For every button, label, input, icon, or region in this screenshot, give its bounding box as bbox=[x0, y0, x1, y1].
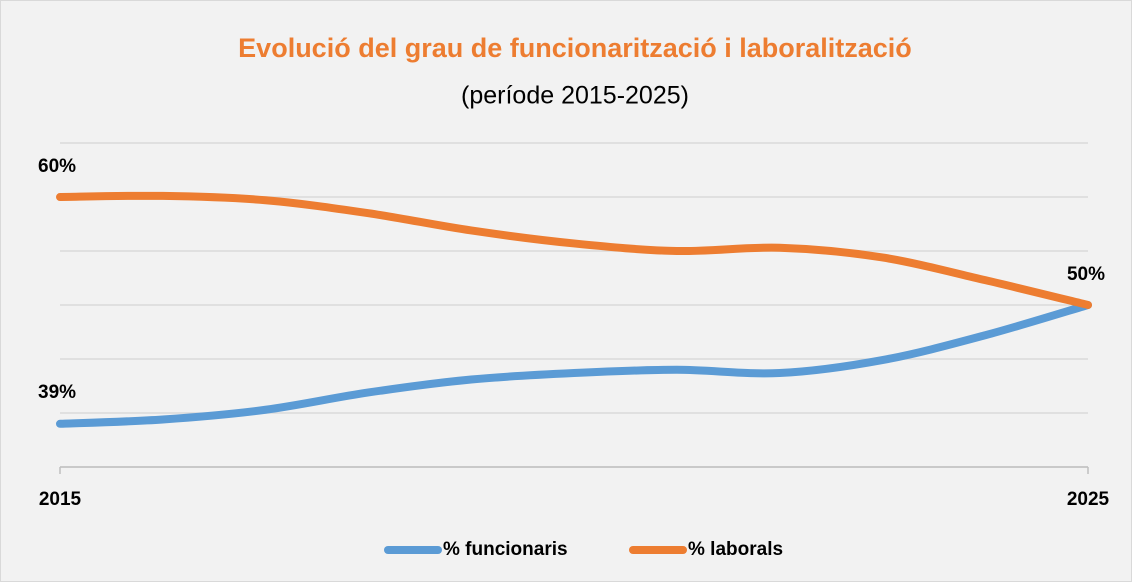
x-tick-label: 2015 bbox=[39, 489, 82, 510]
data-label: 50% bbox=[1067, 264, 1105, 285]
data-label: 60% bbox=[38, 156, 76, 177]
series-line bbox=[56, 191, 1092, 309]
legend-label: % funcionaris bbox=[443, 539, 568, 560]
legend-label: % laborals bbox=[688, 539, 783, 560]
data-label: 39% bbox=[38, 382, 76, 403]
chart-subtitle: (període 2015-2025) bbox=[461, 82, 689, 110]
chart-title: Evolució del grau de funcionarització i … bbox=[238, 33, 912, 63]
x-tick-label: 2025 bbox=[1067, 489, 1110, 510]
series-line bbox=[56, 301, 1092, 428]
